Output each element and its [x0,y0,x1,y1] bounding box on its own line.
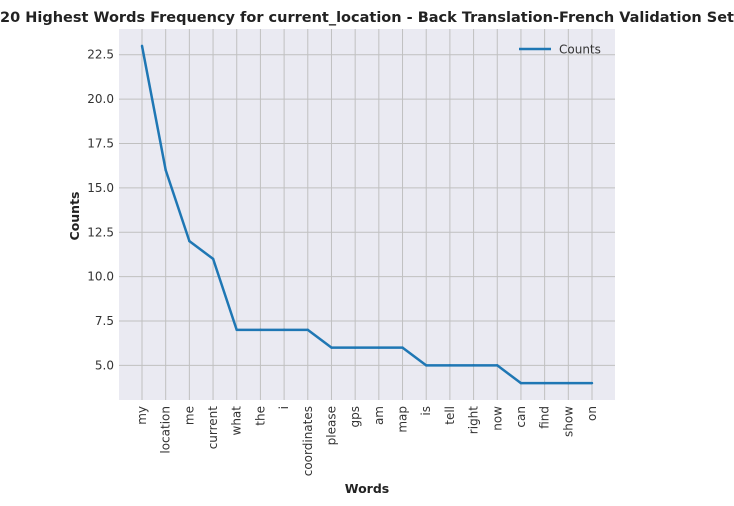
data-point [188,240,190,242]
x-tick-label: gps [348,406,362,428]
y-tick-label: 7.5 [95,314,114,328]
data-point [449,364,451,366]
y-tick-label: 5.0 [95,358,114,372]
y-tick-label: 12.5 [87,225,114,239]
y-tick-label: 10.0 [87,270,114,284]
data-point [164,169,166,171]
x-tick-label: coordinates [301,406,315,476]
data-point [567,382,569,384]
data-point [236,329,238,331]
y-axis-label: Counts [67,192,82,241]
y-tick-label: 15.0 [87,181,114,195]
x-tick-label: what [230,406,244,436]
chart-title: 20 Highest Words Frequency for current_l… [0,10,734,26]
x-tick-label: current [206,406,220,450]
legend-label-counts: Counts [559,43,601,57]
plot-area [119,29,615,400]
y-tick-label: 22.5 [87,48,114,62]
data-point [307,329,309,331]
x-tick-label: location [159,406,173,454]
data-point [141,45,143,47]
y-tick-label: 20.0 [87,92,114,106]
data-point [283,329,285,331]
data-point [259,329,261,331]
x-tick-label: tell [443,406,457,425]
x-tick-label: on [585,406,599,421]
x-tick-label: my [135,406,149,425]
y-axis-ticks: 5.0 7.5 10.0 12.5 15.0 17.5 20.0 22.5 [87,48,114,373]
data-point [543,382,545,384]
x-tick-label: am [372,406,386,425]
x-tick-label: can [514,406,528,428]
data-point [472,364,474,366]
x-tick-label: please [324,406,338,445]
data-point [354,346,356,348]
x-tick-label: map [396,406,410,433]
data-point [212,258,214,260]
x-tick-label: show [561,406,575,437]
x-axis-label: Words [345,481,389,496]
data-point [425,364,427,366]
x-tick-label: is [419,406,433,416]
data-point [401,346,403,348]
x-tick-label: the [253,406,267,426]
x-tick-label: now [490,406,504,431]
x-axis-ticks: my location me current what the i coordinates pl… [135,406,599,477]
data-point [496,364,498,366]
data-point [378,346,380,348]
x-tick-label: right [467,406,481,434]
data-point [520,382,522,384]
x-tick-label: find [538,406,552,429]
x-tick-label: me [182,406,196,425]
data-point [330,346,332,348]
data-point [591,382,593,384]
y-tick-label: 17.5 [87,136,114,150]
x-tick-label: i [277,406,291,409]
